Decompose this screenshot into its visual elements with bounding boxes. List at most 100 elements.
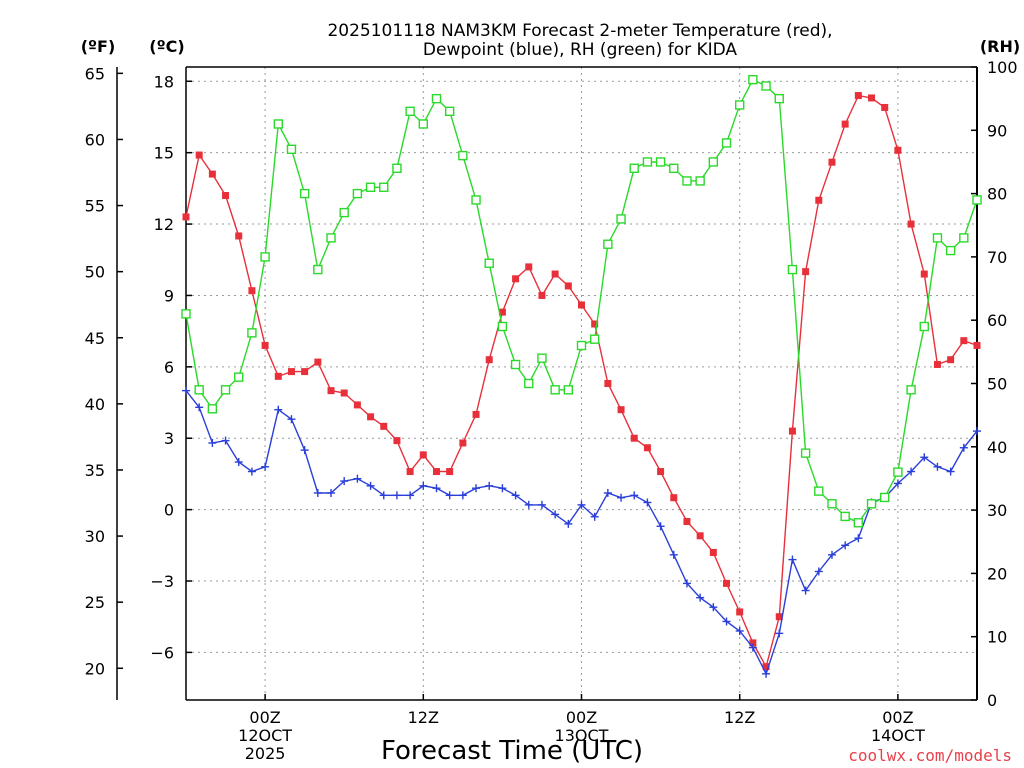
data-point xyxy=(392,163,402,173)
x-tick-label: 00Z xyxy=(882,708,913,727)
data-point xyxy=(445,491,454,500)
celsius-tick-label: 12 xyxy=(154,215,174,234)
rh-tick-label: 80 xyxy=(987,185,1007,204)
gridlines xyxy=(186,67,977,700)
x-tick-label: 13OCT xyxy=(555,726,609,745)
data-point xyxy=(932,233,943,243)
data-point xyxy=(274,372,282,380)
data-point xyxy=(182,213,190,221)
data-point xyxy=(960,337,968,345)
fahrenheit-tick-label: 25 xyxy=(85,593,105,612)
x-axis-label: Forecast Time (UTC) xyxy=(381,736,643,766)
data-point xyxy=(576,340,587,351)
data-point xyxy=(868,94,876,102)
data-point xyxy=(762,669,771,678)
data-point xyxy=(748,643,757,652)
data-point xyxy=(578,301,585,309)
data-point xyxy=(207,404,218,414)
data-point xyxy=(221,436,230,445)
data-point xyxy=(498,308,506,316)
rh-tick-label: 50 xyxy=(987,375,1007,394)
data-point xyxy=(590,512,599,521)
data-point xyxy=(827,550,836,559)
fahrenheit-tick-label: 65 xyxy=(85,64,105,83)
celsius-tick-label: −3 xyxy=(150,572,174,591)
data-point xyxy=(260,252,270,262)
data-point xyxy=(762,663,770,671)
chart-title-line1: 2025101118 NAM3KM Forecast 2-meter Tempe… xyxy=(327,21,832,41)
data-point xyxy=(604,380,612,387)
data-point xyxy=(525,263,533,271)
data-point xyxy=(616,214,626,224)
data-point xyxy=(947,356,955,364)
data-point xyxy=(419,451,427,459)
series-rh xyxy=(181,74,982,528)
data-point xyxy=(907,220,915,228)
rh-tick-label: 60 xyxy=(987,311,1007,330)
data-point xyxy=(247,328,257,338)
data-point xyxy=(959,443,968,452)
data-point xyxy=(854,92,862,100)
data-point xyxy=(748,74,758,85)
fahrenheit-tick-label: 20 xyxy=(85,659,105,678)
data-point xyxy=(472,410,480,418)
data-point xyxy=(841,541,850,550)
data-point xyxy=(841,120,849,128)
data-point xyxy=(629,163,639,173)
data-point xyxy=(551,270,559,278)
data-point xyxy=(814,486,824,496)
data-point xyxy=(235,232,243,240)
fahrenheit-tick-label: 50 xyxy=(85,263,105,282)
data-point xyxy=(696,593,705,602)
data-point xyxy=(893,479,902,488)
data-point xyxy=(669,550,678,559)
x-tick-label: 12Z xyxy=(408,708,439,727)
data-point xyxy=(787,264,798,275)
data-point xyxy=(524,500,533,509)
data-point xyxy=(485,481,494,490)
data-point xyxy=(591,320,599,328)
data-point xyxy=(365,182,376,192)
data-point xyxy=(234,458,243,467)
data-point xyxy=(432,484,441,493)
data-point xyxy=(326,233,336,243)
data-point xyxy=(972,195,982,205)
data-point xyxy=(735,626,744,635)
data-point xyxy=(642,157,653,167)
data-point xyxy=(774,93,784,104)
data-point xyxy=(273,119,283,129)
data-point xyxy=(564,282,572,290)
data-point xyxy=(418,119,428,129)
celsius-tick-label: 18 xyxy=(154,72,174,91)
data-point xyxy=(800,448,811,458)
data-point xyxy=(353,401,361,409)
data-point xyxy=(512,275,520,283)
celsius-tick-label: 15 xyxy=(154,144,174,163)
data-point xyxy=(537,500,546,509)
data-point xyxy=(406,468,414,476)
data-point xyxy=(313,264,323,275)
fahrenheit-tick-label: 35 xyxy=(85,461,105,480)
data-point xyxy=(287,415,296,424)
data-point xyxy=(920,270,928,278)
data-point xyxy=(814,567,823,576)
data-point xyxy=(643,444,651,452)
data-point xyxy=(274,405,283,414)
data-point xyxy=(973,427,981,436)
data-point xyxy=(723,579,731,587)
data-point xyxy=(444,106,455,117)
data-point xyxy=(261,341,269,349)
data-point xyxy=(380,422,388,430)
celsius-tick-label: 0 xyxy=(164,501,174,520)
data-point xyxy=(431,93,442,104)
fahrenheit-tick-label: 40 xyxy=(85,395,105,414)
data-point xyxy=(603,239,613,249)
data-point xyxy=(353,474,362,483)
data-point xyxy=(287,368,295,376)
data-point xyxy=(194,385,204,395)
data-point xyxy=(181,309,191,319)
data-point xyxy=(696,532,704,540)
data-point xyxy=(722,617,731,626)
data-point xyxy=(327,387,335,395)
